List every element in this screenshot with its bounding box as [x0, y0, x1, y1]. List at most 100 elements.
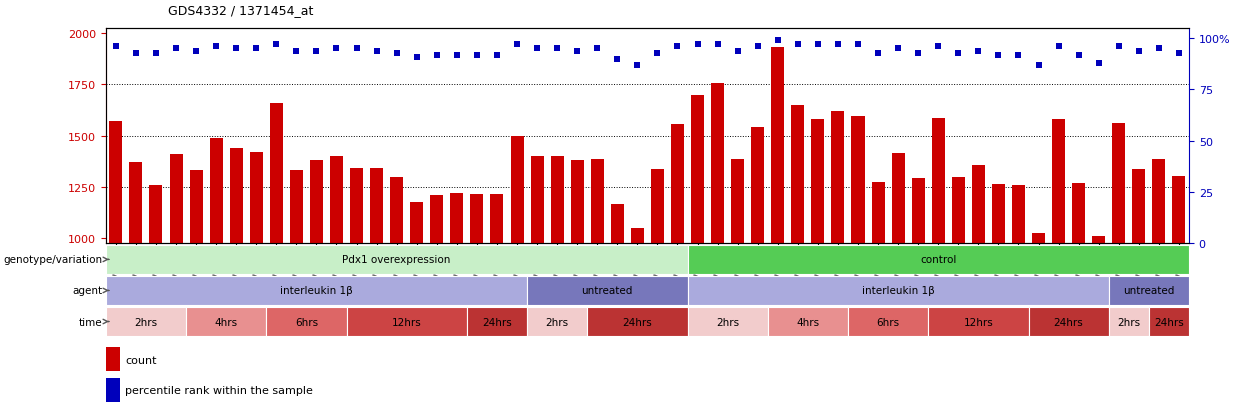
Point — [346, 46, 366, 53]
Text: 2hrs: 2hrs — [716, 317, 740, 327]
Point — [387, 50, 407, 57]
Bar — [1028, 307, 1109, 336]
Text: control: control — [920, 255, 956, 265]
Point — [467, 52, 487, 59]
Point — [828, 42, 848, 49]
Bar — [872, 182, 885, 244]
Bar — [972, 166, 985, 244]
Point — [1129, 48, 1149, 55]
Text: agent: agent — [72, 286, 102, 296]
Point — [306, 48, 326, 55]
Bar — [106, 348, 120, 371]
Text: 2hrs: 2hrs — [1117, 317, 1140, 327]
Point — [447, 52, 467, 59]
Point — [888, 46, 908, 53]
Bar — [390, 177, 403, 244]
Bar — [1112, 124, 1125, 244]
Bar — [1052, 120, 1066, 244]
Bar — [848, 307, 929, 336]
Point — [949, 50, 969, 57]
Bar — [290, 171, 303, 244]
Bar — [1173, 176, 1185, 244]
Bar — [370, 169, 383, 244]
Bar — [1149, 307, 1189, 336]
Bar — [751, 128, 764, 244]
Point — [568, 48, 588, 55]
Bar — [350, 169, 364, 244]
Bar — [687, 307, 768, 336]
Bar — [110, 122, 122, 244]
Bar — [106, 276, 527, 305]
Bar — [771, 48, 784, 244]
Point — [1149, 46, 1169, 53]
Bar — [106, 245, 687, 274]
Text: count: count — [126, 355, 157, 365]
Text: 24hrs: 24hrs — [622, 317, 652, 327]
Point — [266, 42, 286, 49]
Bar — [570, 161, 584, 244]
Point — [1028, 62, 1048, 69]
Bar — [691, 95, 705, 244]
Text: interleukin 1β: interleukin 1β — [862, 286, 935, 296]
Text: 4hrs: 4hrs — [214, 317, 238, 327]
Point — [868, 50, 888, 57]
Text: 2hrs: 2hrs — [134, 317, 158, 327]
Bar — [530, 157, 544, 244]
Bar — [169, 155, 183, 244]
Bar — [1109, 307, 1149, 336]
Bar — [527, 276, 687, 305]
Bar — [590, 160, 604, 244]
Point — [848, 42, 868, 49]
Bar — [852, 117, 864, 244]
Bar — [588, 307, 687, 336]
Point — [707, 42, 727, 49]
Point — [788, 42, 808, 49]
Point — [1088, 60, 1108, 67]
Bar — [891, 154, 905, 244]
Bar — [687, 276, 1109, 305]
Bar — [768, 307, 848, 336]
Bar — [731, 160, 745, 244]
Bar — [186, 307, 266, 336]
Bar — [451, 194, 463, 244]
Point — [908, 50, 928, 57]
Text: GDS4332 / 1371454_at: GDS4332 / 1371454_at — [168, 4, 314, 17]
Bar — [1092, 237, 1106, 244]
Point — [808, 42, 828, 49]
Text: percentile rank within the sample: percentile rank within the sample — [126, 385, 314, 396]
Bar — [229, 149, 243, 244]
Bar — [106, 307, 186, 336]
Text: 4hrs: 4hrs — [797, 317, 819, 327]
Bar — [992, 184, 1005, 244]
Bar — [431, 196, 443, 244]
Point — [207, 44, 227, 51]
Bar — [266, 307, 346, 336]
Point — [166, 46, 186, 53]
Point — [487, 52, 507, 59]
Text: 6hrs: 6hrs — [295, 317, 317, 327]
Bar — [471, 195, 483, 244]
Point — [507, 42, 527, 49]
Bar — [792, 106, 804, 244]
Bar — [812, 120, 824, 244]
Bar — [931, 119, 945, 244]
Point — [326, 46, 346, 53]
Bar — [330, 157, 344, 244]
Bar — [1132, 170, 1145, 244]
Point — [929, 44, 949, 51]
Point — [588, 46, 608, 53]
Bar — [951, 177, 965, 244]
Text: 2hrs: 2hrs — [545, 317, 569, 327]
Bar — [467, 307, 527, 336]
Point — [547, 46, 566, 53]
Bar — [911, 178, 925, 244]
Point — [1048, 44, 1068, 51]
Text: time: time — [78, 317, 102, 327]
Bar — [929, 307, 1028, 336]
Bar — [1109, 276, 1189, 305]
Bar — [687, 245, 1189, 274]
Point — [687, 42, 707, 49]
Point — [1008, 52, 1028, 59]
Point — [748, 44, 768, 51]
Bar — [1032, 233, 1045, 244]
